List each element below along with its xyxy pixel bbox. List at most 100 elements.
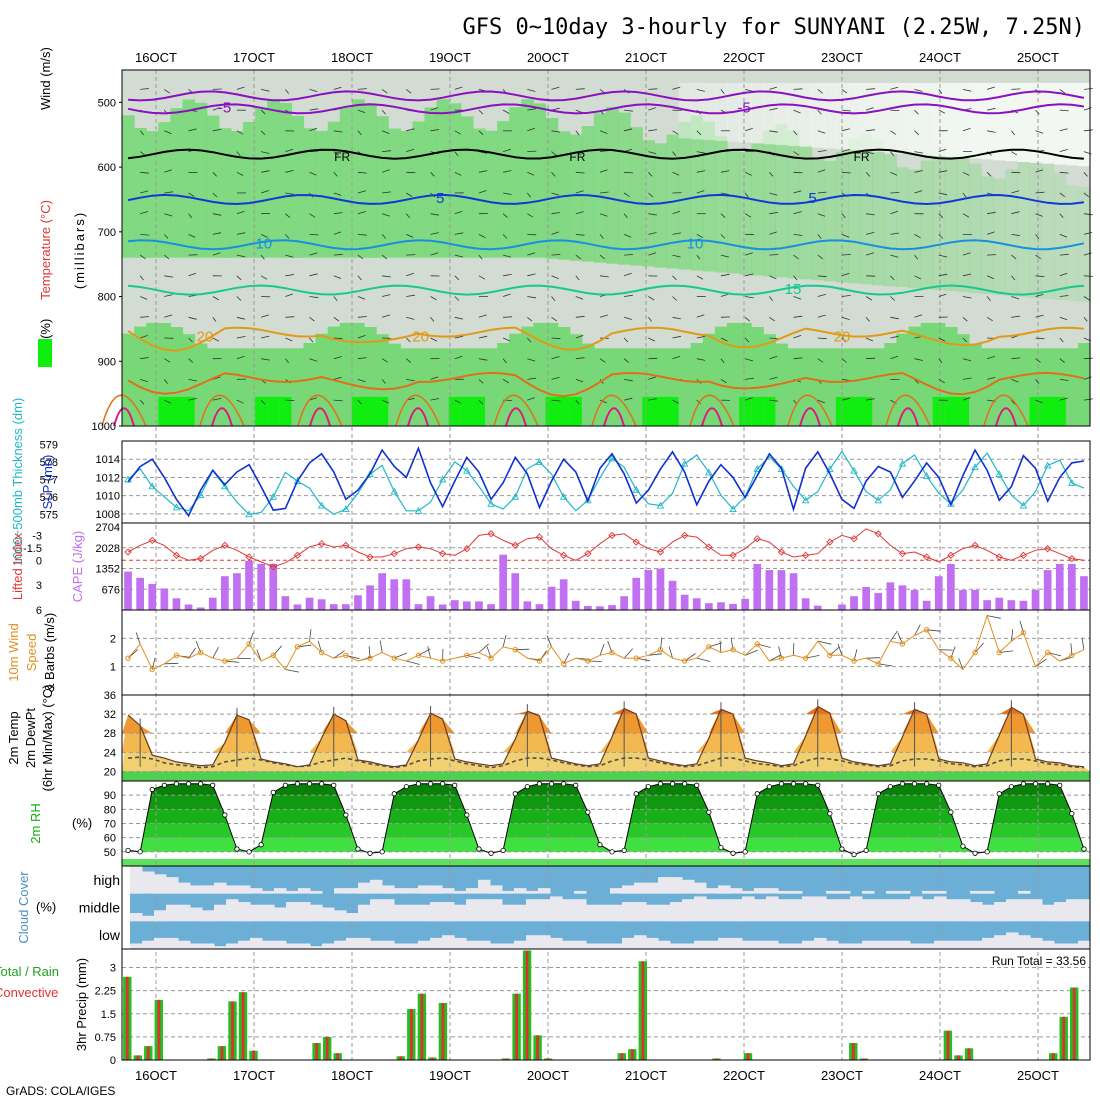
rh-low-column [799, 348, 813, 426]
cape-bar [511, 573, 520, 610]
cloud-high-bar [922, 890, 935, 894]
wind-barb [333, 399, 343, 402]
rh-point [379, 849, 385, 855]
rh-point [536, 781, 543, 787]
cloud-high-bar [394, 888, 407, 894]
precip-convective-bar [241, 992, 245, 1060]
precip-convective-bar [946, 1030, 950, 1060]
wind-barb [139, 275, 144, 281]
slp-tick-label: 1010 [96, 491, 120, 503]
wind-barb [1035, 213, 1043, 217]
wind-barb [333, 337, 343, 340]
wind-barb [1011, 130, 1016, 136]
rh-low-column [690, 343, 704, 426]
cloud-low-bar [178, 940, 191, 949]
cloud-low-bar [826, 940, 839, 949]
wind-barb [333, 231, 342, 235]
cloud-middle-bar [370, 899, 383, 922]
rh-point [1069, 810, 1075, 817]
wind-barb [648, 107, 656, 111]
wind-barb [236, 399, 244, 404]
rh-saturated-column [569, 396, 583, 426]
cloud-middle-bar [958, 899, 971, 922]
wind-barb [672, 335, 681, 339]
wind-barb [140, 211, 149, 215]
wind-barb [623, 337, 629, 343]
rh-moist-column [860, 133, 873, 285]
wind-barb [1035, 314, 1044, 318]
wind-barb [1083, 192, 1090, 198]
rh-point [911, 781, 918, 787]
wind-speed-point [246, 641, 252, 647]
precip-convective-bar [536, 1035, 539, 1060]
rh-moist-column [1029, 151, 1043, 299]
wind-barb-10m [256, 649, 262, 662]
wind-barb [406, 294, 415, 297]
wind-barb [914, 254, 919, 260]
wind-barb [720, 379, 727, 384]
cloud-high-bar [190, 885, 203, 894]
wind-barb [406, 192, 413, 197]
rh-point [573, 782, 579, 788]
isotherm-label: -5 [218, 100, 231, 117]
wind-barb [188, 337, 193, 343]
cloud-low-bar [454, 937, 467, 949]
cloud-low-bar [754, 940, 767, 949]
wind-barb [551, 316, 558, 322]
wind-barb [890, 275, 895, 281]
cloud-middle-bar [802, 896, 815, 922]
rh-point [827, 810, 833, 817]
cloud-high-bar [478, 879, 491, 894]
precip-convective-bar [967, 1048, 971, 1060]
cape-tick-label: 676 [102, 584, 120, 596]
thickness-point [971, 463, 979, 471]
rh-point [222, 812, 228, 818]
wind-barb [164, 89, 170, 94]
lifted-tick-label: -1.5 [23, 543, 42, 555]
wind-speed-point [512, 646, 518, 653]
cloud-low-bar [874, 940, 887, 949]
wind-barb [769, 212, 779, 215]
wind-barb [140, 335, 148, 339]
wind-speed-point [681, 658, 688, 664]
precip-convective-bar [862, 1058, 866, 1060]
wind-speed-point [464, 652, 470, 659]
rh-moist-column [448, 103, 462, 258]
rh-moist-column [956, 148, 970, 293]
rh-tick-label: 50 [104, 847, 116, 859]
cloud-low-bar [346, 937, 359, 949]
thickness-point [293, 477, 302, 485]
wind-barb [575, 275, 580, 281]
wind-barb [962, 89, 972, 92]
wind-barb [793, 357, 803, 360]
wind-barb-10m [546, 635, 552, 647]
rh-point [258, 842, 264, 848]
wind-speed-point [778, 655, 785, 661]
wind-barb [333, 130, 343, 133]
wind-barb [430, 107, 439, 111]
wind-barb-10m [427, 646, 431, 659]
wind-barb [188, 213, 193, 219]
wind-barb [140, 316, 150, 318]
thickness-tick-label: 575 [40, 509, 58, 521]
rh-moist-column [569, 134, 583, 261]
rh-moist-column [243, 122, 256, 258]
rh-dry-column [775, 82, 789, 146]
cloud-middle-bar [298, 902, 311, 922]
wind-speed-point [536, 658, 543, 664]
surface-contour [689, 394, 735, 427]
wind-barb [454, 335, 464, 339]
wind-barb [527, 397, 535, 401]
wind-barb [890, 130, 897, 135]
cloud-middle-bar [178, 904, 191, 922]
rh-moist-column [460, 116, 474, 258]
wind-barb [744, 358, 754, 362]
cloud-middle-bar [574, 899, 587, 922]
rh-moist-column [339, 107, 353, 258]
wind-barb [1083, 317, 1088, 322]
cloud-middle-bar [130, 913, 143, 922]
cloud-low-bar [502, 943, 515, 949]
wind-barb [914, 89, 923, 92]
wind-barb [406, 358, 412, 363]
rh-point [972, 850, 978, 856]
